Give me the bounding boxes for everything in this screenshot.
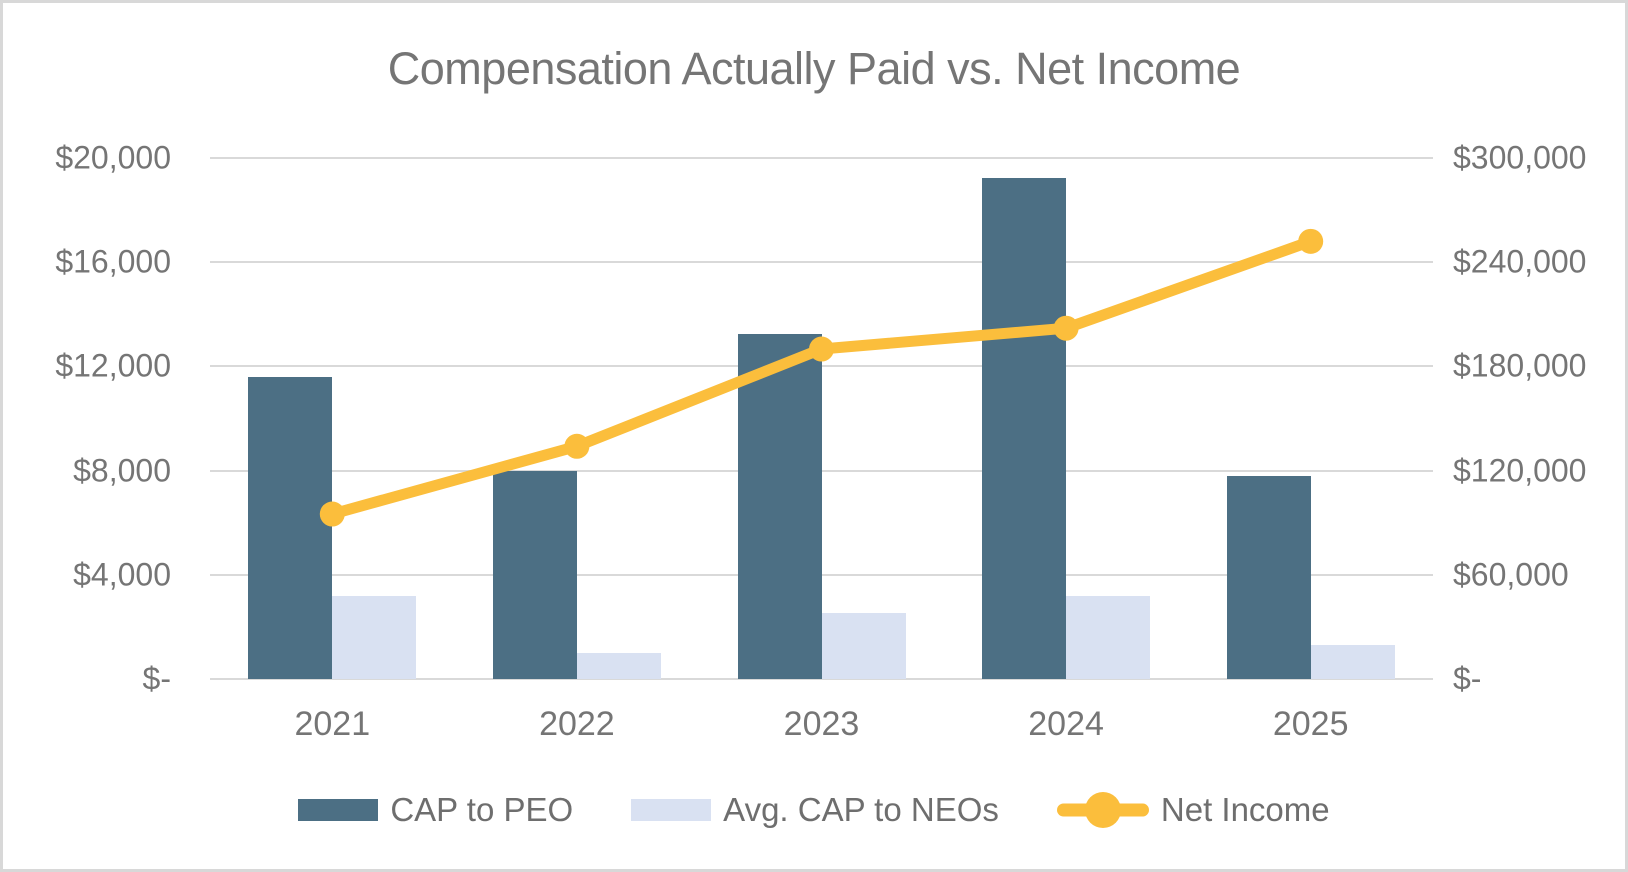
legend-item-avg-cap-to-neos: Avg. CAP to NEOs (631, 791, 999, 829)
net-income-line-layer (319, 228, 1324, 527)
bar-series-layer (210, 158, 1433, 679)
left-axis-tick: $16,000 (55, 243, 171, 280)
x-axis-label: 2024 (1028, 705, 1104, 743)
legend-label-avg-cap-to-neos: Avg. CAP to NEOs (723, 791, 999, 828)
right-axis-tick: $60,000 (1453, 556, 1569, 593)
bar-avg-cap-to-neos-2022 (576, 652, 661, 679)
bar-avg-cap-to-neos-2025 (1310, 645, 1395, 679)
bar-cap-to-peo-2023 (737, 333, 822, 679)
x-axis-label: 2021 (294, 705, 371, 743)
net-income-point-2022 (564, 433, 590, 459)
left-axis-tick: $12,000 (55, 347, 171, 384)
net-income-marker-icon (1084, 792, 1121, 828)
x-axis-label: 2023 (783, 705, 860, 743)
right-axis-tick: $120,000 (1453, 452, 1587, 489)
gridline (210, 365, 1433, 368)
bar-cap-to-peo-2024 (982, 177, 1067, 679)
bar-cap-to-peo-2022 (492, 470, 577, 679)
gridline (210, 573, 1433, 576)
net-income-line-swatch (1056, 791, 1149, 829)
right-axis-tick: $- (1453, 660, 1482, 697)
net-income-line (326, 235, 1317, 520)
right-axis-tick: $300,000 (1453, 139, 1587, 176)
gridline (210, 261, 1433, 264)
right-axis: $300,000 $240,000 $180,000 $120,000 $60,… (1453, 140, 1623, 697)
left-axis-tick: $4,000 (73, 556, 171, 593)
x-axis: 2021 2022 2023 2024 2025 (210, 705, 1433, 747)
gridline (210, 157, 1433, 159)
left-axis-tick: $8,000 (73, 452, 171, 489)
net-income-point-2023 (809, 336, 834, 362)
legend-item-net-income: Net Income (1056, 791, 1330, 829)
legend-label-cap-to-peo: CAP to PEO (390, 791, 574, 828)
net-income-point-2021 (319, 501, 345, 527)
right-axis-tick: $180,000 (1453, 347, 1587, 384)
plot-area (210, 157, 1433, 680)
left-axis-tick: $20,000 (55, 139, 171, 176)
legend-label-net-income: Net Income (1160, 791, 1330, 828)
avg-cap-to-neos-swatch (631, 799, 712, 821)
bar-cap-to-peo-2025 (1226, 475, 1311, 679)
net-income-point-2025 (1298, 228, 1324, 254)
legend: CAP to PEO Avg. CAP to NEOs Net Income (3, 791, 1625, 829)
bar-avg-cap-to-neos-2021 (332, 595, 417, 679)
left-axis-tick: $- (142, 660, 171, 697)
bar-avg-cap-to-neos-2024 (1066, 595, 1151, 679)
x-axis-label: 2025 (1272, 705, 1349, 743)
x-axis-label: 2022 (539, 705, 615, 743)
gridline (210, 678, 1433, 680)
bar-avg-cap-to-neos-2023 (821, 612, 906, 679)
right-axis-tick: $240,000 (1453, 243, 1587, 280)
cap-to-peo-swatch (298, 799, 379, 821)
left-axis: $20,000 $16,000 $12,000 $8,000 $4,000 $- (31, 140, 171, 697)
chart-title: Compensation Actually Paid vs. Net Incom… (387, 43, 1241, 94)
bar-cap-to-peo-2021 (248, 376, 333, 679)
net-income-point-2024 (1053, 315, 1079, 341)
gridline (210, 469, 1433, 472)
legend-item-cap-to-peo: CAP to PEO (298, 791, 573, 829)
